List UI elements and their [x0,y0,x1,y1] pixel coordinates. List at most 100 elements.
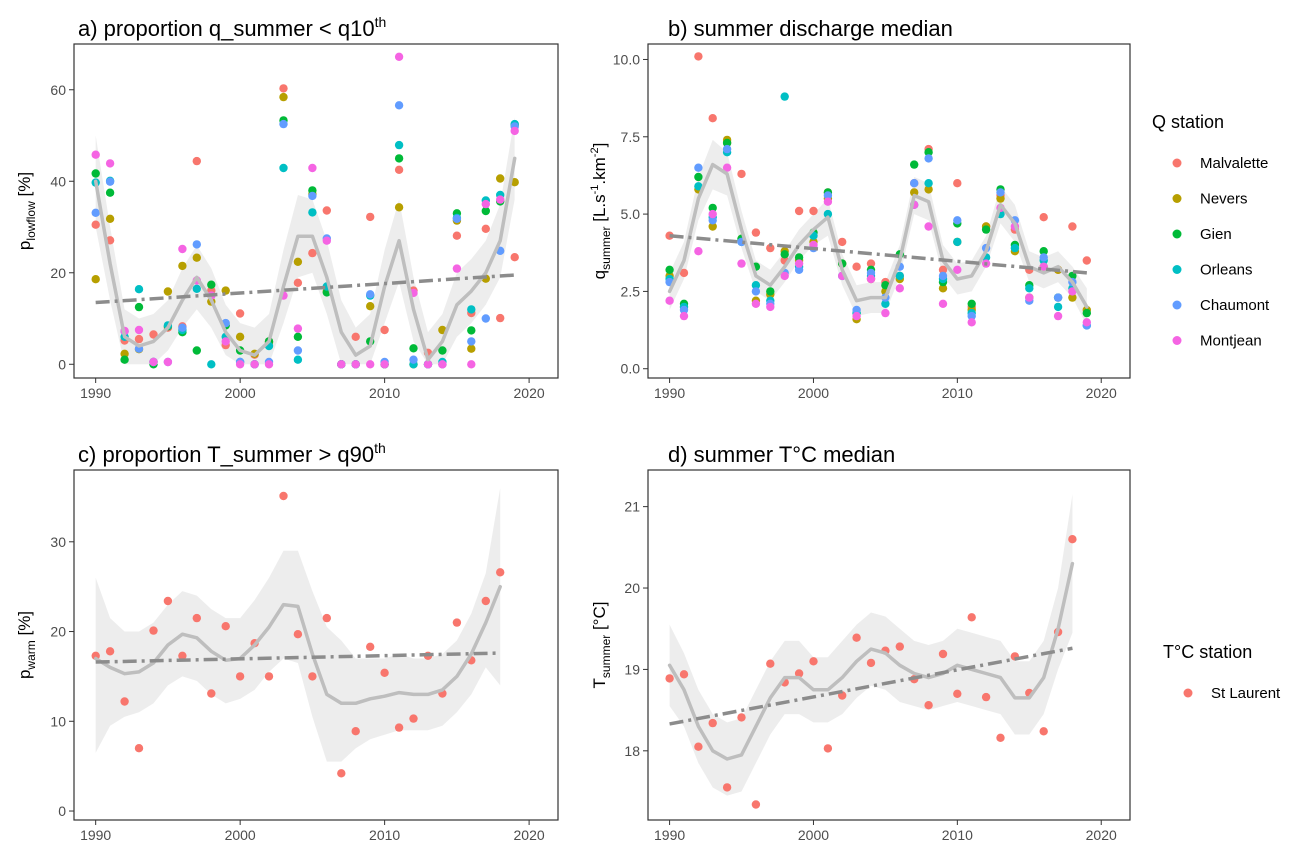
y-tick-label: 20 [50,624,66,640]
data-point-montjean [394,52,404,61]
data-point-st-laurent [679,670,689,679]
data-point-st-laurent [394,723,404,732]
data-point-montjean [953,265,962,274]
y-axis-label: Tsummer [°C] [590,602,613,689]
data-point-malvalette [279,84,288,93]
data-point-montjean [481,199,490,209]
smooth-curve [93,156,517,362]
data-point-montjean [496,195,505,204]
data-point-chaumont [996,188,1005,197]
data-point-malvalette [394,165,404,174]
data-point-st-laurent [337,769,346,778]
data-point-malvalette [852,262,861,271]
data-point-chaumont [866,268,876,278]
x-tick-label: 2000 [225,827,256,843]
data-point-nevers [394,203,404,212]
data-point-gien [207,280,216,289]
data-point-st-laurent [351,727,360,736]
y-tick-label: 0.0 [621,361,641,377]
data-point-chaumont [293,346,303,355]
data-point-montjean [1068,287,1077,296]
data-point-montjean [967,318,976,327]
data-point-montjean [1053,311,1063,321]
data-point-chaumont [924,154,933,163]
data-point-orleans [134,285,144,294]
y-tick-label: 60 [50,82,66,98]
x-tick-label: 2020 [514,385,545,401]
data-point-montjean [366,360,375,369]
y-tick-label: 21 [624,499,640,515]
data-point-st-laurent [895,642,904,651]
title-text: a) proportion q_summer < q10 [78,16,375,41]
data-point-gien [134,302,144,312]
y-label-unit: [%] [15,172,34,201]
data-point-montjean [380,360,389,369]
data-point-chaumont [852,305,861,315]
data-point-nevers [163,287,173,296]
data-point-montjean [438,360,447,369]
legend-label: Nevers [1200,191,1248,208]
plot-frame [73,469,559,821]
data-point-nevers [467,344,476,353]
data-point-malvalette [308,248,317,258]
y-tick-label: 2.5 [621,283,641,299]
data-point-malvalette [838,237,847,247]
data-point-gien [910,160,919,169]
data-point-st-laurent [809,657,818,666]
data-point-montjean [134,325,144,335]
y-label-main: p [15,670,34,679]
y-tick-label: 0 [58,803,66,819]
legend-key [1172,300,1182,310]
y-label-subscript: summer [599,227,613,270]
data-point-montjean [264,360,274,369]
data-point-st-laurent [981,692,991,702]
data-point-chaumont [823,191,833,200]
data-point-st-laurent [293,630,303,639]
panel-b-discharge-median: b) summer discharge median 1990 2000 2010 20… [589,16,1131,401]
data-point-st-laurent [996,733,1005,742]
y-tick-label: 18 [624,743,640,759]
data-point-nevers [496,174,505,183]
data-point-malvalette [452,231,462,240]
data-point-st-laurent [737,713,746,722]
trend-line [95,273,515,305]
data-point-orleans [1053,302,1063,312]
data-point-malvalette [679,268,689,278]
data-point-orleans [780,92,789,101]
data-point-st-laurent [967,613,976,622]
data-point-st-laurent [366,642,375,651]
data-point-malvalette [380,325,389,335]
data-point-nevers [105,214,115,223]
data-point-st-laurent [1068,535,1077,544]
data-point-malvalette [496,313,505,323]
data-point-gien [924,148,933,157]
data-point-montjean [1082,318,1092,327]
data-point-orleans [467,305,476,314]
data-point-chaumont [722,144,732,154]
data-point-st-laurent [794,669,804,678]
data-point-st-laurent [221,622,230,631]
x-tick-label: 2010 [942,385,973,401]
data-point-montjean [293,324,303,333]
data-point-nevers [279,92,288,102]
x-tick-label: 2020 [1086,385,1117,401]
data-point-st-laurent [496,568,505,577]
legend-key [1172,229,1182,239]
y-axis-label: pwarm [%] [15,611,38,679]
data-point-montjean [737,259,746,268]
data-point-st-laurent [163,596,173,606]
y-label-superscript: -2 [589,147,601,157]
data-point-gien [1039,247,1048,256]
trend-line [669,233,1087,275]
data-point-st-laurent [279,491,288,501]
data-point-malvalette [293,278,303,287]
data-point-st-laurent [235,672,245,681]
legend-title: T°C station [1163,642,1252,662]
legend-q-station: Q station Malvalette Nevers Gien Orleans Chau… [1152,112,1270,350]
data-point-st-laurent [192,613,201,623]
data-point-malvalette [351,332,360,341]
data-point-st-laurent [751,800,761,809]
data-point-orleans [953,237,962,247]
data-point-gien [780,250,789,259]
